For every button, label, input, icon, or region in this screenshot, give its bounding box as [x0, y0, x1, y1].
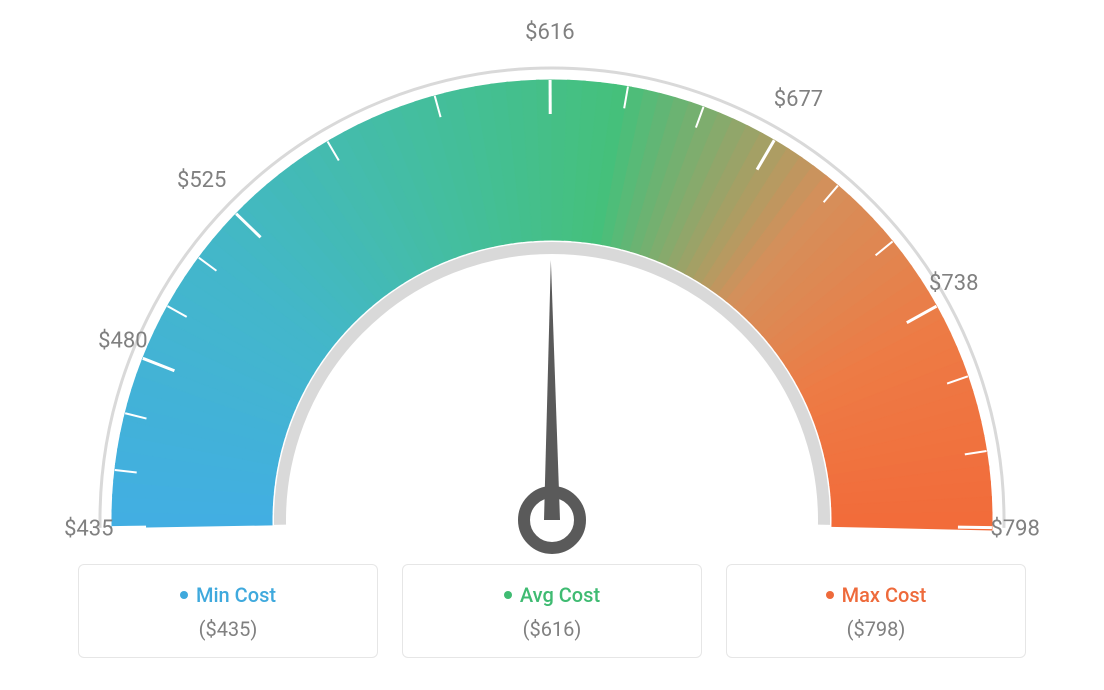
legend-value-max: ($798)	[739, 617, 1013, 641]
legend-dot-max	[826, 591, 834, 599]
legend-row: Min Cost ($435) Avg Cost ($616) Max Cost…	[0, 564, 1104, 658]
legend-title-max: Max Cost	[826, 583, 927, 607]
gauge-svg: $435 $480 $525 $616 $677 $738 $798	[0, 0, 1104, 560]
legend-value-min: ($435)	[91, 617, 365, 641]
legend-title-min: Min Cost	[180, 583, 276, 607]
gauge-tick-label: $435	[64, 517, 113, 542]
legend-card-avg: Avg Cost ($616)	[402, 564, 702, 658]
gauge-tick-label: $738	[929, 271, 978, 296]
legend-label-avg: Avg Cost	[520, 583, 600, 607]
legend-value-avg: ($616)	[415, 617, 689, 641]
cost-gauge: $435 $480 $525 $616 $677 $738 $798	[0, 0, 1104, 560]
gauge-tick-label: $798	[990, 517, 1039, 542]
legend-label-min: Min Cost	[196, 583, 276, 607]
legend-card-max: Max Cost ($798)	[726, 564, 1026, 658]
legend-label-max: Max Cost	[842, 583, 927, 607]
legend-title-avg: Avg Cost	[504, 583, 600, 607]
legend-card-min: Min Cost ($435)	[78, 564, 378, 658]
gauge-needle	[544, 260, 560, 520]
gauge-tick-label: $480	[98, 329, 147, 354]
gauge-tick-label: $677	[774, 87, 823, 112]
legend-dot-min	[180, 591, 188, 599]
gauge-tick-label: $616	[525, 20, 574, 45]
gauge-tick-label: $525	[177, 168, 226, 193]
legend-dot-avg	[504, 591, 512, 599]
